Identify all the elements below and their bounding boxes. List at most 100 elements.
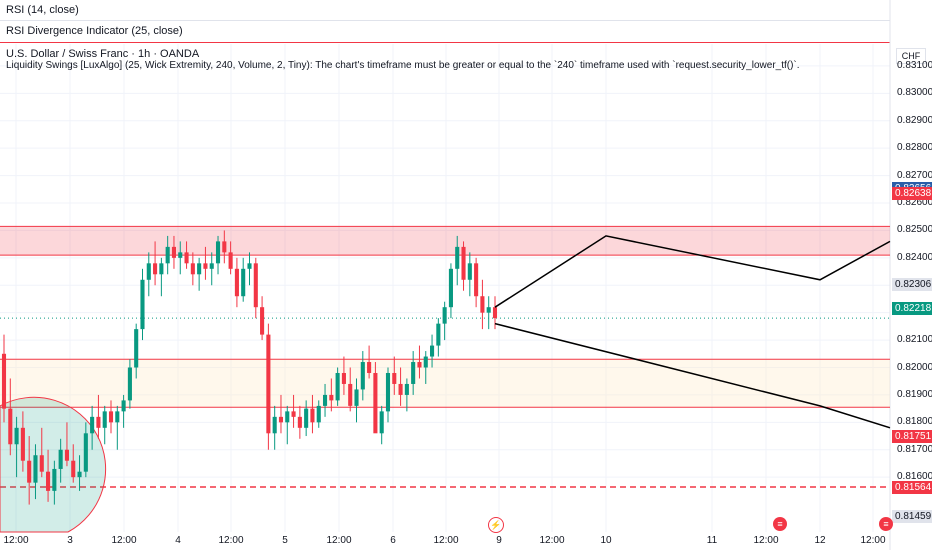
- candle: [153, 263, 158, 275]
- circle-drawing: [0, 396, 107, 533]
- projection-lower-line: [494, 322, 891, 429]
- price-tick-label: 0.82100: [897, 334, 932, 346]
- candle: [90, 416, 95, 434]
- symbol-title[interactable]: U.S. Dollar / Swiss Franc · 1h · OANDA: [6, 48, 200, 60]
- candle: [197, 263, 202, 275]
- currency-label[interactable]: CHF: [896, 48, 926, 64]
- candle: [360, 362, 365, 390]
- candle: [322, 394, 328, 406]
- candle: [442, 307, 447, 324]
- candle: [316, 405, 321, 423]
- price-tick-label: 0.82600: [897, 197, 932, 208]
- candle: [436, 323, 441, 346]
- candle: [33, 455, 38, 483]
- time-tick-label: 10: [600, 535, 612, 546]
- price-badge: 0.82638: [892, 186, 932, 200]
- candle: [373, 372, 378, 434]
- candle: [64, 449, 69, 461]
- price-tick-label: 0.81900: [897, 388, 932, 400]
- projection-upper-line: [494, 235, 891, 308]
- price-badge: 0.81564: [892, 481, 932, 495]
- price-badge: 0.81751: [892, 429, 932, 443]
- candle: [190, 263, 195, 275]
- candle: [178, 252, 183, 258]
- candle: [392, 372, 397, 384]
- candle: [291, 411, 296, 417]
- candle: [354, 389, 359, 406]
- time-tick-label: 6: [390, 535, 396, 546]
- candle: [474, 263, 479, 297]
- candle: [171, 246, 177, 258]
- candle: [423, 356, 428, 368]
- time-tick-label: 9: [496, 535, 502, 546]
- candle: [367, 362, 372, 373]
- candle: [27, 460, 32, 483]
- candle: [52, 468, 57, 491]
- candle: [1, 353, 7, 409]
- time-tick-label: 11: [706, 535, 718, 546]
- candle: [96, 416, 101, 428]
- candle: [146, 263, 151, 280]
- time-tick-label: 12:00: [111, 535, 137, 546]
- price-tick-label: 0.82800: [897, 142, 932, 154]
- flag-event-icon[interactable]: ≡: [773, 517, 787, 531]
- candle: [121, 400, 126, 412]
- price-tick-label: 0.81600: [897, 471, 932, 483]
- flag-event-icon[interactable]: ≡: [879, 517, 893, 531]
- time-tick-label: 5: [282, 535, 288, 546]
- candle: [398, 383, 403, 395]
- time-tick-label: 12:00: [218, 535, 244, 546]
- price-badge: 0.82218: [892, 301, 932, 315]
- price-tick-label: 0.82700: [897, 169, 932, 181]
- time-tick-label: 12:00: [3, 535, 29, 546]
- candle: [134, 329, 139, 368]
- candle: [266, 334, 271, 434]
- candle: [58, 449, 63, 469]
- candle: [341, 372, 346, 384]
- candle: [77, 471, 82, 478]
- candle: [304, 408, 309, 428]
- candle: [385, 372, 391, 412]
- candle: [467, 263, 472, 280]
- pane-separator: [0, 42, 890, 43]
- candle: [46, 471, 51, 491]
- candle: [20, 427, 25, 461]
- candle: [8, 408, 13, 445]
- candle: [215, 241, 221, 264]
- support-zone: [0, 359, 890, 408]
- candle: [127, 367, 132, 401]
- candle: [285, 411, 290, 423]
- candle: [115, 411, 120, 423]
- pane-separator: [0, 20, 890, 21]
- candle: [448, 268, 453, 308]
- rsi-pane-label[interactable]: RSI (14, close): [6, 4, 79, 16]
- candle: [234, 268, 239, 297]
- candle: [71, 460, 76, 478]
- candle: [411, 362, 416, 384]
- time-tick-label: 12:00: [433, 535, 459, 546]
- price-tick-label: 0.83000: [897, 87, 932, 99]
- indicator-message: Liquidity Swings [LuxAlgo] (25, Wick Ext…: [6, 60, 800, 71]
- candle: [310, 408, 315, 423]
- candle: [480, 296, 485, 313]
- candle: [228, 252, 233, 269]
- candle: [417, 362, 422, 368]
- candle: [253, 263, 258, 308]
- candle: [278, 416, 284, 423]
- price-tick-label: 0.82400: [897, 251, 932, 263]
- candle: [184, 252, 189, 264]
- candle: [297, 416, 302, 428]
- candle: [14, 427, 19, 445]
- candle: [492, 307, 498, 319]
- candle: [39, 455, 44, 472]
- time-tick-label: 3: [67, 535, 73, 546]
- lightning-event-icon[interactable]: ⚡: [488, 517, 504, 533]
- candle: [102, 411, 107, 428]
- price-tick-label: 0.81700: [897, 443, 932, 455]
- price-tick-label: 0.82500: [897, 224, 932, 236]
- candle: [203, 263, 208, 269]
- time-tick-label: 12:00: [753, 535, 779, 546]
- rsi-divergence-pane-label[interactable]: RSI Divergence Indicator (25, close): [6, 25, 183, 37]
